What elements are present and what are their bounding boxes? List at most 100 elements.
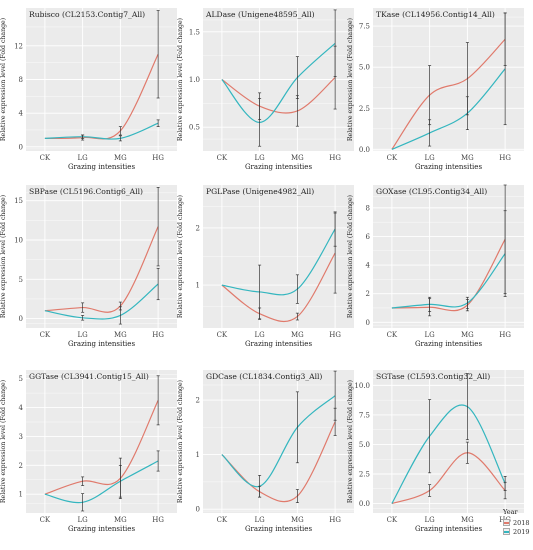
y-tick-label: 5 bbox=[19, 375, 23, 383]
y-axis-label: Relative expression level (Fold change) bbox=[347, 380, 354, 503]
x-tick-label: HG bbox=[329, 516, 341, 524]
y-tick-label: 2 bbox=[196, 397, 200, 405]
y-axis-label: Relative expression level (Fold change) bbox=[177, 18, 184, 141]
y-tick-label: 0 bbox=[366, 319, 370, 327]
y-axis-label: Relative expression level (Fold change) bbox=[0, 195, 7, 318]
legend-label-2018: 2018 bbox=[513, 518, 530, 527]
x-tick-label: CK bbox=[387, 516, 398, 524]
x-tick-label: LG bbox=[78, 516, 89, 524]
x-tick-label: MG bbox=[114, 516, 127, 524]
series-line-2019 bbox=[221, 228, 336, 296]
y-tick-label: 0 bbox=[19, 315, 23, 323]
x-tick-label: CK bbox=[217, 154, 228, 162]
panel-title: SGTase (CL593.Contig32_All) bbox=[376, 372, 490, 381]
y-tick-label: 0.0 bbox=[359, 500, 370, 508]
series-line-2018 bbox=[44, 226, 159, 313]
x-tick-label: LG bbox=[255, 331, 266, 339]
panel-background bbox=[203, 370, 354, 513]
panel-background bbox=[26, 185, 177, 328]
series-line-2019 bbox=[391, 68, 506, 150]
y-axis-label: Relative expression level (Fold change) bbox=[177, 195, 184, 318]
x-axis-label: Grazing intensities bbox=[68, 163, 135, 171]
y-tick-label: 0 bbox=[19, 143, 23, 151]
y-tick-label: 4 bbox=[19, 404, 24, 412]
x-tick-label: HG bbox=[329, 331, 341, 339]
y-axis-label: Relative expression level (Fold change) bbox=[177, 380, 184, 503]
x-tick-label: MG bbox=[291, 331, 304, 339]
y-tick-label: 2 bbox=[19, 462, 23, 470]
panel-7: 1 2 3 4 5 CK LG MG HG GGTase (CL3941.Contig15_All… bbox=[0, 370, 177, 533]
x-axis-label: Grazing intensities bbox=[415, 163, 482, 171]
y-tick-label: 0 bbox=[196, 506, 200, 514]
x-axis-label: Grazing intensities bbox=[245, 525, 312, 533]
panel-1: 0 4 8 12 CK LG MG HG Rubisco (CL2153.Contig7_All… bbox=[0, 8, 177, 171]
y-tick-label: 1 bbox=[19, 491, 23, 499]
x-axis-label: Grazing intensities bbox=[415, 340, 482, 348]
panel-title: Rubisco (CL2153.Contig7_All) bbox=[29, 10, 145, 19]
x-tick-label: HG bbox=[499, 331, 511, 339]
y-tick-label: 4 bbox=[366, 262, 371, 270]
x-tick-label: MG bbox=[291, 516, 304, 524]
x-tick-label: HG bbox=[152, 516, 164, 524]
y-tick-label: 15 bbox=[14, 197, 23, 205]
series-line-2019 bbox=[391, 404, 506, 504]
legend: Year 2018 2019 bbox=[503, 508, 533, 536]
x-tick-label: LG bbox=[255, 154, 266, 162]
y-tick-label: 6 bbox=[366, 233, 371, 241]
y-tick-label: 5 bbox=[19, 276, 23, 284]
x-tick-label: CK bbox=[217, 331, 228, 339]
panel-6: 0 2 4 6 8 CK LG MG HG GOXase (CL95.Contig34_All) G… bbox=[347, 184, 524, 348]
x-tick-label: HG bbox=[329, 154, 341, 162]
x-tick-label: CK bbox=[387, 154, 398, 162]
legend-title: Year bbox=[503, 508, 518, 516]
y-tick-label: 5.0 bbox=[359, 441, 370, 449]
x-tick-label: MG bbox=[291, 154, 304, 162]
series-line-2018 bbox=[44, 400, 159, 495]
y-tick-label: 10 bbox=[14, 237, 23, 245]
panel-title: PGLPase (Unigene4982_All) bbox=[206, 187, 314, 196]
series-line-2018 bbox=[221, 252, 336, 323]
series-line-2019 bbox=[221, 395, 336, 488]
x-tick-label: CK bbox=[217, 516, 228, 524]
x-tick-label: LG bbox=[255, 516, 266, 524]
panel-9: 0.02.55.07.510.0CKLGMGHGSGTase (CL593.Co… bbox=[347, 370, 524, 533]
x-axis-label: Grazing intensities bbox=[415, 525, 482, 533]
x-tick-label: CK bbox=[40, 154, 51, 162]
y-tick-label: 0.0 bbox=[359, 146, 370, 154]
x-tick-label: MG bbox=[461, 516, 474, 524]
y-tick-label: 10.0 bbox=[354, 382, 370, 390]
x-tick-label: HG bbox=[499, 154, 511, 162]
panel-background bbox=[373, 370, 524, 513]
panel-title: GOXase (CL95.Contig34_All) bbox=[376, 187, 487, 196]
y-tick-label: 3 bbox=[19, 433, 23, 441]
x-tick-label: LG bbox=[78, 154, 89, 162]
x-axis-label: Grazing intensities bbox=[68, 340, 135, 348]
y-tick-label: 1 bbox=[196, 451, 200, 459]
y-axis-label: Relative expression level (Fold change) bbox=[0, 18, 7, 141]
x-tick-label: CK bbox=[40, 516, 51, 524]
x-axis-label: Grazing intensities bbox=[245, 163, 312, 171]
y-tick-label: 7.5 bbox=[359, 23, 370, 31]
x-tick-label: CK bbox=[387, 331, 398, 339]
series-line-2018 bbox=[391, 239, 506, 312]
panel-title: GGTase (CL3941.Contig15_All) bbox=[29, 372, 149, 381]
panel-4: 0 5 10 15 CK LG MG HG SBPase (CL5196.Contig6_All… bbox=[0, 185, 177, 348]
series-line-2019 bbox=[44, 460, 159, 504]
x-tick-label: MG bbox=[461, 331, 474, 339]
panel-8: 0 1 2 CK LG MG HG GDCase (CL1834.Contig3_All) Gr… bbox=[177, 370, 354, 533]
y-tick-label: 7.5 bbox=[359, 411, 370, 419]
legend-key-2019 bbox=[503, 528, 510, 535]
x-tick-label: LG bbox=[78, 331, 89, 339]
y-axis-label: Relative expression level (Fold change) bbox=[0, 380, 7, 503]
x-axis-label: Grazing intensities bbox=[245, 340, 312, 348]
x-tick-label: MG bbox=[461, 154, 474, 162]
y-tick-label: 8 bbox=[19, 76, 23, 84]
y-tick-label: 2 bbox=[366, 290, 370, 298]
panel-5: 1 2 CK LG MG HG PGLPase (Unigene4982_All) Grazi… bbox=[177, 185, 354, 348]
panel-title: ALDase (Unigene48595_All) bbox=[205, 10, 315, 19]
y-tick-label: 0.5 bbox=[189, 124, 200, 132]
series-line-2018 bbox=[391, 452, 506, 505]
series-line-2019 bbox=[44, 122, 159, 140]
y-tick-label: 2.5 bbox=[359, 471, 370, 479]
